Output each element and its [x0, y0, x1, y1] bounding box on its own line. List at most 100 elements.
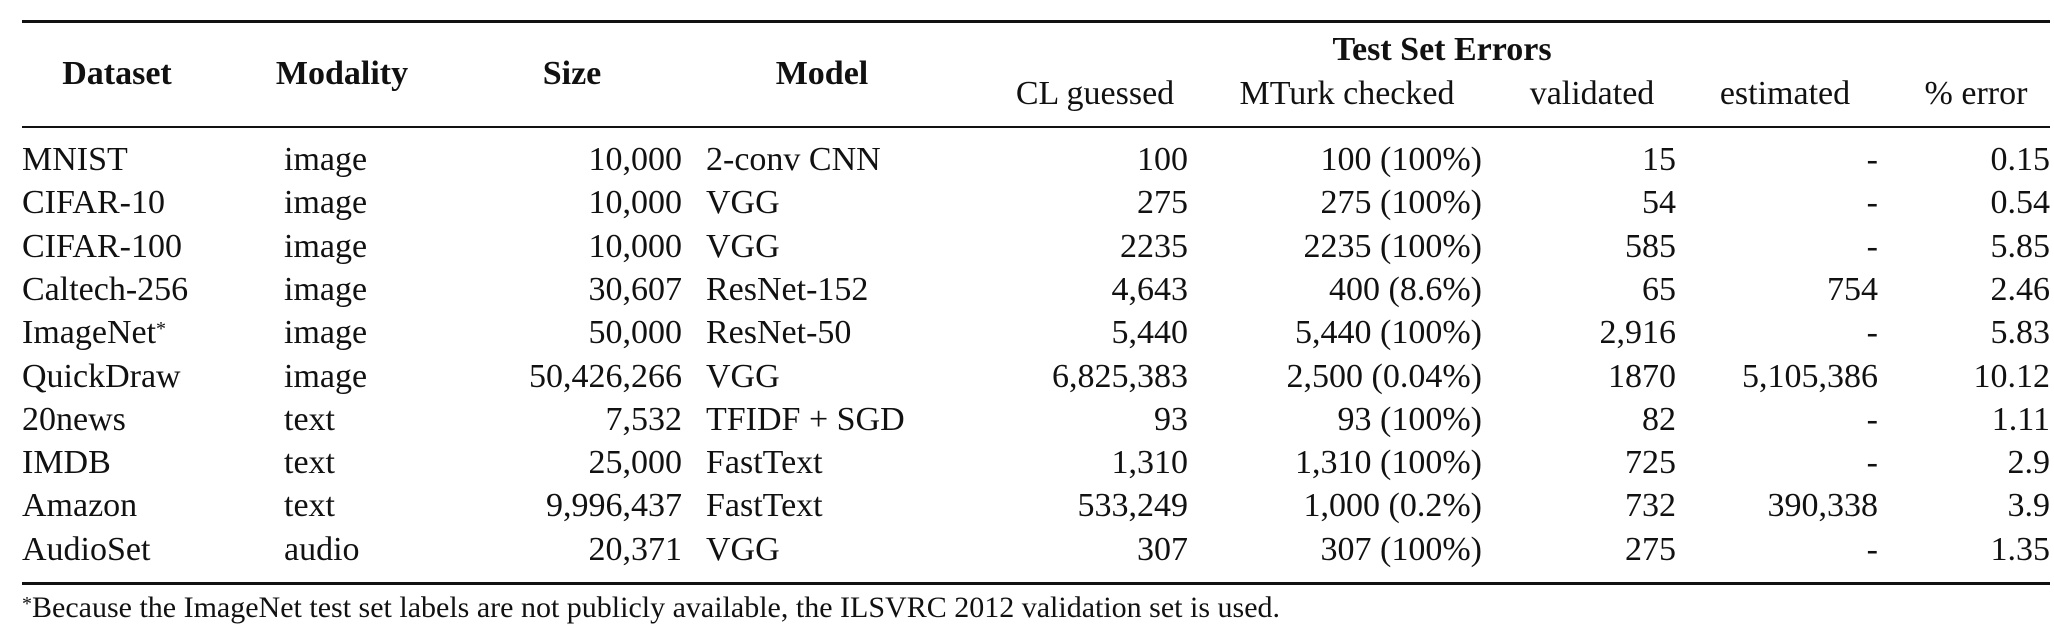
cell-dataset: Amazon	[22, 486, 252, 526]
cell-size: 9,996,437	[462, 486, 682, 526]
cell-model: TFIDF + SGD	[706, 400, 966, 440]
cell-model-text: VGG	[706, 530, 780, 568]
header-size: Size	[542, 55, 602, 92]
cell-dataset: CIFAR-100	[22, 227, 252, 267]
cell-dataset-text: MNIST	[22, 141, 128, 178]
cell-dataset: IMDB	[22, 443, 252, 483]
cell-cl-guessed: 2235	[952, 227, 1188, 267]
cell-cl-guessed-text: 275	[1137, 184, 1188, 222]
cell-validated: 732	[1522, 486, 1676, 526]
cell-modality-text: image	[284, 270, 368, 308]
cell-dataset-text: CIFAR-10	[22, 184, 165, 222]
cell-pct-error-text: 5.85	[1990, 227, 2051, 265]
cell-estimated: -	[1702, 530, 1878, 570]
cell-estimated: 390,338	[1702, 486, 1879, 526]
cell-model: VGG	[706, 227, 966, 267]
cell-mturk-checked: 1,310 (100%)	[1202, 443, 1482, 483]
cell-mturk-checked-text: 100 (100%)	[1320, 141, 1482, 178]
cell-mturk-checked-text: 5,440 (100%)	[1295, 314, 1482, 352]
header-modality: Modality	[275, 55, 409, 92]
cell-mturk-checked-text: 2,500 (0.04%)	[1286, 357, 1482, 395]
cell-cl-guessed: 100	[952, 140, 1188, 180]
cell-estimated-text: -	[1866, 530, 1878, 568]
cell-estimated: -	[1702, 183, 1878, 223]
cell-dataset-text: ImageNet	[22, 314, 157, 352]
cell-modality: text	[284, 400, 424, 440]
cell-model-text: VGG	[706, 227, 780, 265]
cell-modality-text: image	[284, 184, 368, 222]
cell-model-text: FastText	[706, 444, 823, 482]
cell-cl-guessed: 275	[952, 183, 1188, 223]
cell-size: 50,426,266	[462, 357, 682, 397]
cell-modality: audio	[284, 530, 424, 570]
cell-pct-error-text: 0.15	[1990, 141, 2051, 178]
cell-pct-error: 0.15	[1902, 140, 2051, 180]
cell-pct-error: 3.9	[1902, 486, 2051, 526]
cell-model: FastText	[706, 443, 966, 483]
cell-mturk-checked-text: 275 (100%)	[1320, 184, 1482, 222]
cell-mturk-checked: 93 (100%)	[1202, 400, 1482, 440]
cell-dataset: MNIST	[22, 140, 252, 180]
cell-modality-text: audio	[284, 530, 360, 568]
cell-mturk-checked: 275 (100%)	[1202, 183, 1482, 223]
cell-size-text: 9,996,437	[546, 487, 682, 525]
cell-pct-error-text: 5.83	[1990, 314, 2051, 352]
header-rule	[22, 126, 2050, 128]
cell-pct-error: 5.83	[1902, 313, 2051, 353]
cell-cl-guessed-text: 2235	[1120, 227, 1188, 265]
cell-modality: image	[284, 140, 424, 180]
cell-validated: 82	[1522, 400, 1676, 440]
cell-dataset-text: Amazon	[22, 487, 138, 525]
cell-size-text: 25,000	[588, 444, 683, 482]
cell-model: 2-conv CNN	[706, 140, 966, 180]
cell-estimated-text: -	[1866, 184, 1878, 222]
cell-model: VGG	[706, 183, 966, 223]
cell-cl-guessed-text: 4,643	[1111, 270, 1189, 308]
cell-cl-guessed-text: 5,440	[1111, 314, 1189, 352]
header-cl-guessed: CL guessed	[1015, 75, 1175, 112]
header-pct-error: % error	[1924, 75, 2028, 112]
cell-model: FastText	[706, 486, 966, 526]
cell-validated-text: 82	[1642, 400, 1676, 438]
cell-pct-error: 2.46	[1902, 270, 2051, 310]
cell-validated: 65	[1522, 270, 1676, 310]
cell-estimated: -	[1702, 443, 1878, 483]
cell-validated: 725	[1522, 443, 1676, 483]
cell-validated-text: 732	[1625, 487, 1676, 525]
cell-mturk-checked: 100 (100%)	[1202, 140, 1482, 180]
cell-estimated: -	[1702, 140, 1878, 180]
cell-mturk-checked: 5,440 (100%)	[1202, 313, 1482, 353]
cell-pct-error-text: 3.9	[2007, 487, 2051, 525]
cell-modality: image	[284, 227, 424, 267]
cell-dataset-text: QuickDraw	[22, 357, 181, 395]
bottom-rule	[22, 582, 2050, 585]
cell-size-text: 10,000	[588, 227, 683, 265]
cell-validated-text: 725	[1625, 444, 1676, 482]
cell-cl-guessed-text: 6,825,383	[1052, 357, 1188, 395]
cell-cl-guessed: 4,643	[952, 270, 1189, 310]
cell-mturk-checked: 307 (100%)	[1202, 530, 1482, 570]
cell-size-text: 50,426,266	[529, 357, 682, 395]
cell-validated: 1870	[1522, 357, 1676, 397]
cell-dataset-text: CIFAR-100	[22, 227, 182, 265]
cell-modality-text: image	[284, 357, 368, 395]
cell-pct-error-text: 10.12	[1973, 357, 2051, 395]
cell-dataset: ImageNet*	[22, 313, 252, 353]
cell-model-text: VGG	[706, 357, 780, 395]
cell-cl-guessed-text: 100	[1137, 141, 1188, 178]
cell-cl-guessed: 6,825,383	[952, 357, 1188, 397]
cell-size: 10,000	[462, 227, 683, 267]
cell-modality-text: image	[284, 141, 368, 178]
cell-pct-error: 1.35	[1902, 530, 2051, 570]
cell-dataset-text: IMDB	[22, 444, 111, 482]
cell-size-text: 10,000	[588, 184, 683, 222]
cell-size-text: 20,371	[588, 530, 683, 568]
cell-mturk-checked-text: 307 (100%)	[1320, 530, 1482, 568]
cell-size-text: 10,000	[588, 141, 683, 178]
cell-mturk-checked-text: 1,000 (0.2%)	[1303, 487, 1482, 525]
cell-estimated-text: 390,338	[1767, 487, 1879, 525]
cell-modality: text	[284, 443, 424, 483]
cell-model: ResNet-152	[706, 270, 966, 310]
cell-model-text: FastText	[706, 487, 823, 525]
cell-estimated-text: -	[1866, 444, 1878, 482]
